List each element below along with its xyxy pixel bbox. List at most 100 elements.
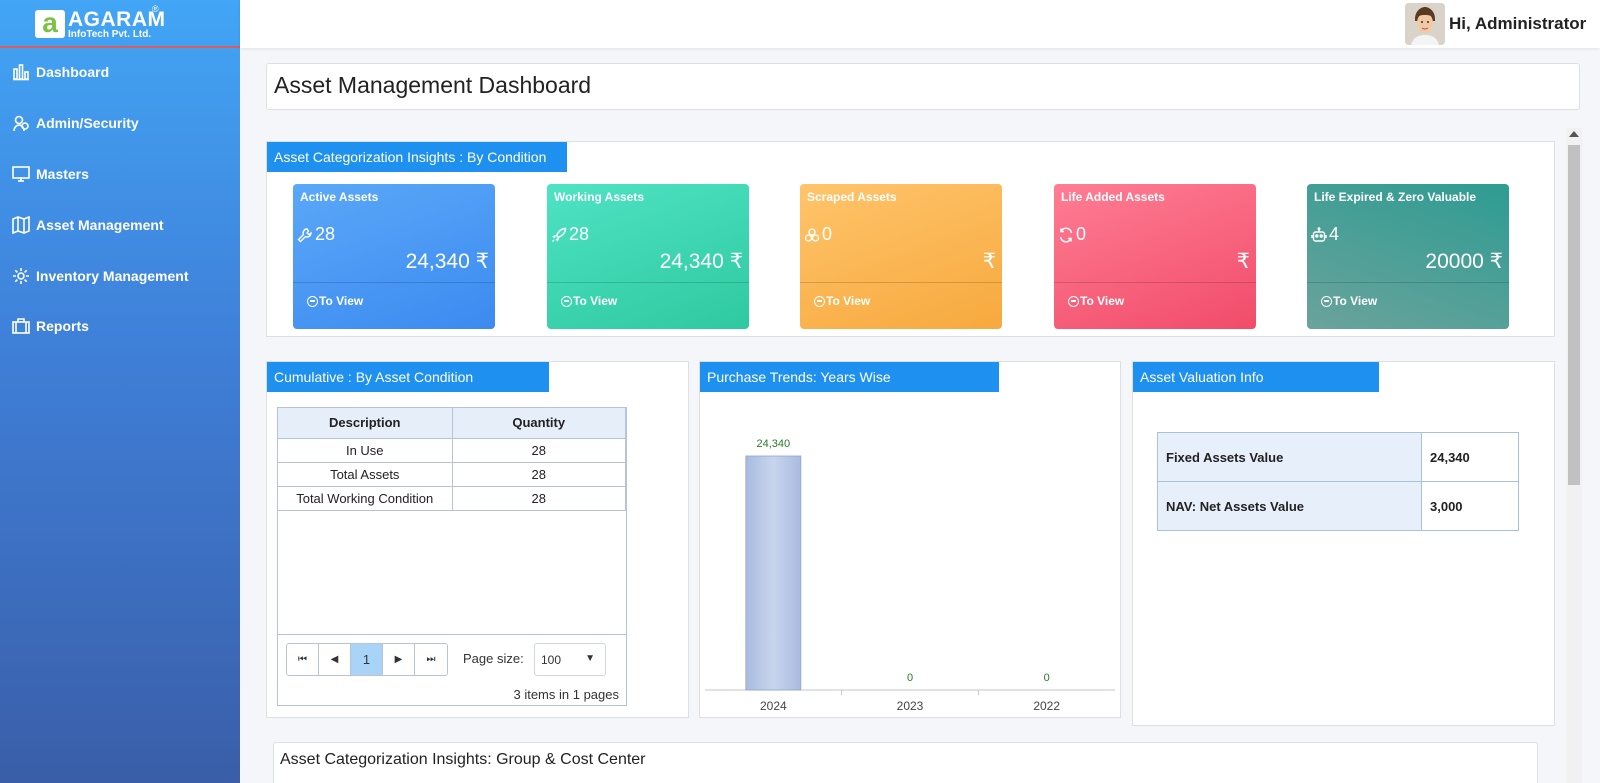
sidebar-item-inventory-management[interactable]: Inventory Management xyxy=(12,264,188,288)
card-title: Life Added Assets xyxy=(1061,190,1165,204)
card-footer: To View xyxy=(547,282,749,329)
card-footer: To View xyxy=(1054,282,1256,329)
to-view-link[interactable]: To View xyxy=(814,294,870,308)
top-header: Hi, Administrator xyxy=(240,0,1600,48)
sidebar-item-asset-management[interactable]: Asset Management xyxy=(12,213,164,237)
minus-circle-icon xyxy=(561,295,572,307)
card-value: ₹ xyxy=(1236,250,1250,273)
card-value: 24,340 ₹ xyxy=(405,250,489,273)
next-page-button[interactable]: ▶ xyxy=(383,644,415,675)
minus-circle-icon xyxy=(814,295,825,307)
sidebar-item-reports[interactable]: Reports xyxy=(12,314,89,338)
data-label-2023: 0 xyxy=(907,672,913,684)
x-tick-label-2024: 2024 xyxy=(760,699,787,713)
pager-info: 3 items in 1 pages xyxy=(513,687,619,702)
sidebar-item-label: Masters xyxy=(36,166,89,182)
card-value: 24,340 ₹ xyxy=(659,250,743,273)
purchase-trends-chart: 24,340 2024 0 2023 0 2022 xyxy=(705,438,1115,713)
scroll-up-arrow[interactable] xyxy=(1569,131,1579,137)
card-life-expired-assets: Life Expired & Zero Valuable 4 20000 ₹ T… xyxy=(1307,184,1509,329)
robot-icon xyxy=(1311,226,1327,242)
sidebar-item-masters[interactable]: Masters xyxy=(12,162,89,186)
valuation-panel-title: Asset Valuation Info xyxy=(1133,362,1379,392)
monitor-icon xyxy=(12,166,30,182)
card-count-value: 0 xyxy=(822,224,833,244)
data-label-2022: 0 xyxy=(1044,672,1050,684)
users-icon xyxy=(13,115,29,132)
card-scraped-assets: Scraped Assets 0 ₹ To View xyxy=(800,184,1002,329)
table-row: Fixed Assets Value 24,340 xyxy=(1157,432,1519,482)
minus-circle-icon xyxy=(1321,295,1332,307)
to-view-link[interactable]: To View xyxy=(1321,294,1377,308)
page-size-label: Page size: xyxy=(463,651,524,666)
card-count: 4 xyxy=(1311,224,1339,245)
card-count: 0 xyxy=(804,224,832,245)
data-label-2024: 24,340 xyxy=(757,438,791,450)
table-row[interactable]: Total Assets 28 xyxy=(278,462,626,487)
table-row[interactable]: In Use 28 xyxy=(278,438,626,463)
card-footer: To View xyxy=(800,282,1002,329)
sidebar-item-admin-security[interactable]: Admin/Security xyxy=(12,111,139,135)
wrench-icon xyxy=(297,227,312,242)
cell-description: In Use xyxy=(278,438,453,463)
valuation-table: Fixed Assets Value 24,340 NAV: Net Asset… xyxy=(1157,432,1519,531)
first-page-button[interactable]: ⏮ xyxy=(287,644,319,675)
user-greeting: Hi, Administrator xyxy=(1449,14,1587,33)
column-header-description[interactable]: Description xyxy=(278,408,453,439)
to-view-label: To View xyxy=(573,294,618,308)
valuation-label: NAV: Net Assets Value xyxy=(1157,481,1422,531)
previous-page-button[interactable]: ◀ xyxy=(319,644,351,675)
last-page-button[interactable]: ⏭ xyxy=(415,644,447,675)
scrollbar-thumb[interactable] xyxy=(1568,145,1580,485)
page-size-value: 100 xyxy=(541,653,562,667)
company-logo[interactable]: a AGARAM ® InfoTech Pvt. Ltd. xyxy=(0,0,240,48)
to-view-label: To View xyxy=(826,294,871,308)
card-title: Active Assets xyxy=(300,190,379,204)
logo-name: AGARAM xyxy=(68,8,166,31)
card-footer: To View xyxy=(1307,282,1509,329)
card-life-added-assets: Life Added Assets 0 ₹ To View xyxy=(1054,184,1256,329)
valuation-value: 24,340 xyxy=(1421,432,1519,482)
sidebar-item-dashboard[interactable]: Dashboard xyxy=(12,60,109,84)
card-title: Scraped Assets xyxy=(807,190,897,204)
cell-description: Total Assets xyxy=(278,462,453,487)
logo-mark: a xyxy=(35,9,65,38)
minus-circle-icon xyxy=(1068,295,1079,307)
page-title-box: Asset Management Dashboard xyxy=(266,63,1580,110)
x-tick-label-2023: 2023 xyxy=(897,699,924,713)
card-count-value: 28 xyxy=(569,224,590,244)
card-count-value: 0 xyxy=(1076,224,1087,244)
cell-quantity: 28 xyxy=(452,438,626,463)
bar-2024[interactable] xyxy=(745,455,802,691)
to-view-label: To View xyxy=(1333,294,1378,308)
page-button-current[interactable]: 1 xyxy=(351,644,383,675)
avatar[interactable] xyxy=(1405,3,1445,45)
to-view-link[interactable]: To View xyxy=(561,294,617,308)
cell-quantity: 28 xyxy=(452,486,626,511)
to-view-link[interactable]: To View xyxy=(1068,294,1124,308)
column-header-quantity[interactable]: Quantity xyxy=(452,408,626,439)
rocket-icon xyxy=(552,227,567,242)
dropdown-arrow-icon: ▼ xyxy=(585,653,595,664)
group-cost-center-title: Asset Categorization Insights: Group & C… xyxy=(280,751,646,768)
page-size-select[interactable]: 100 ▼ xyxy=(534,643,606,676)
cumulative-panel-title: Cumulative : By Asset Condition xyxy=(267,362,549,392)
logo-registered-mark: ® xyxy=(152,4,159,14)
to-view-link[interactable]: To View xyxy=(307,294,363,308)
gear-icon xyxy=(13,268,29,284)
logo-subtitle: InfoTech Pvt. Ltd. xyxy=(68,29,152,40)
minus-circle-icon xyxy=(307,295,318,307)
table-row[interactable]: Total Working Condition 28 xyxy=(278,486,626,511)
sidebar: a AGARAM ® InfoTech Pvt. Ltd. Dashboard … xyxy=(0,0,240,783)
table-row: NAV: Net Assets Value 3,000 xyxy=(1157,481,1519,531)
grid-pager: ⏮ ◀ 1 ▶ ⏭ Page size: 100 ▼ 3 items in 1 … xyxy=(278,634,626,706)
cell-description: Total Working Condition xyxy=(278,486,453,511)
card-value: ₹ xyxy=(982,250,996,273)
sidebar-item-label: Reports xyxy=(36,318,89,334)
card-title: Life Expired & Zero Valuable xyxy=(1314,190,1477,204)
cell-quantity: 28 xyxy=(452,462,626,487)
asset-condition-grid: Description Quantity In Use 28 Total Ass… xyxy=(277,407,627,706)
card-count-value: 28 xyxy=(315,224,336,244)
sidebar-item-label: Inventory Management xyxy=(36,268,189,284)
page-title: Asset Management Dashboard xyxy=(274,72,592,98)
